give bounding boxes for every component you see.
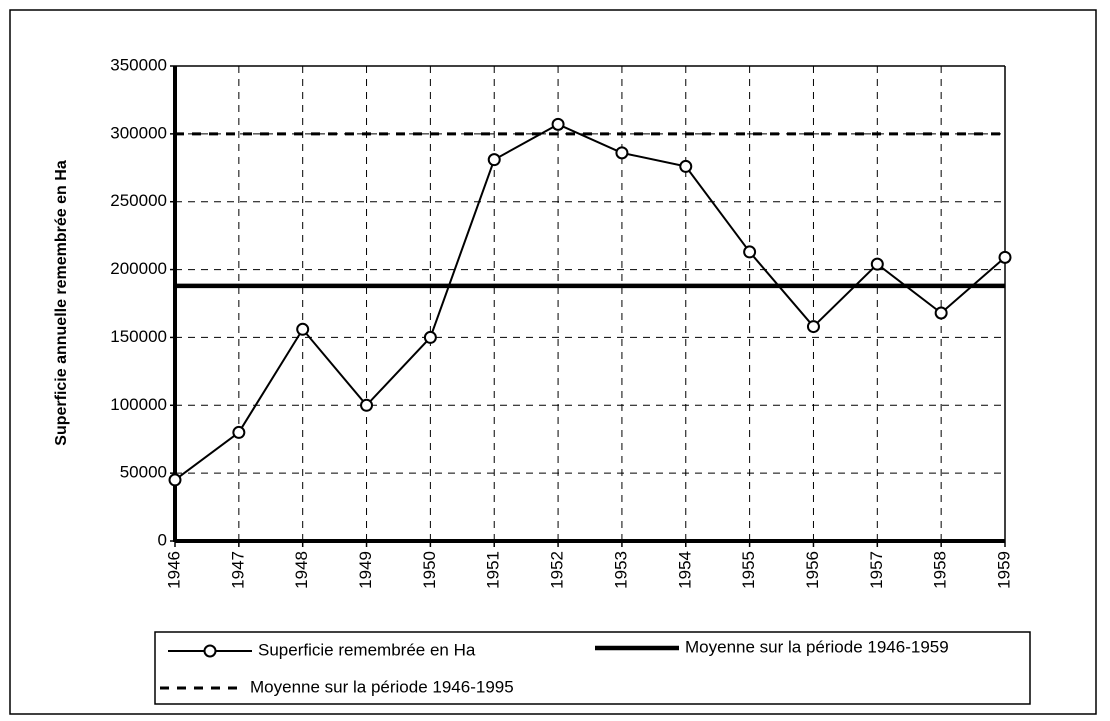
x-tick-label: 1948 [292, 551, 311, 589]
point [168, 473, 182, 487]
point [232, 425, 246, 439]
y-tick-label: 150000 [110, 327, 167, 346]
y-tick-label: 300000 [110, 123, 167, 142]
point [679, 159, 693, 173]
point [806, 320, 820, 334]
x-tick-label: 1954 [675, 551, 694, 589]
x-tick-label: 1947 [228, 551, 247, 589]
x-tick-label: 1952 [548, 551, 567, 589]
y-tick-label: 100000 [110, 395, 167, 414]
y-tick-label: 200000 [110, 259, 167, 278]
point [360, 398, 374, 412]
point [551, 117, 565, 131]
legend-label: Moyenne sur la période 1946-1995 [250, 677, 514, 696]
x-tick-label: 1957 [867, 551, 886, 589]
x-tick-label: 1956 [803, 551, 822, 589]
point [296, 322, 310, 336]
legend-label: Moyenne sur la période 1946-1959 [685, 637, 949, 656]
point [423, 330, 437, 344]
x-tick-label: 1951 [484, 551, 503, 589]
point [998, 250, 1012, 264]
y-tick-label: 50000 [120, 463, 167, 482]
point [743, 245, 757, 259]
outer-frame [9, 9, 1097, 715]
y-tick-label: 0 [158, 530, 167, 549]
legend-box [154, 631, 1031, 705]
legend-label: Superficie remembrée en Ha [258, 640, 476, 659]
x-tick-label: 1958 [931, 551, 950, 589]
series-line [174, 123, 1006, 481]
x-tick-label: 1953 [611, 551, 630, 589]
y-axis-title: Superficie annuelle remembrée en Ha [53, 160, 70, 446]
point [615, 146, 629, 160]
point [870, 257, 884, 271]
x-tick-label: 1949 [356, 551, 375, 589]
x-tick-label: 1950 [420, 551, 439, 589]
x-tick-label: 1946 [164, 551, 183, 589]
y-tick-label: 350000 [110, 55, 167, 74]
y-tick-label: 250000 [110, 191, 167, 210]
legend-marker [203, 644, 217, 658]
x-tick-label: 1955 [739, 551, 758, 589]
point [934, 306, 948, 320]
point [487, 153, 501, 167]
x-tick-label: 1959 [994, 551, 1013, 589]
